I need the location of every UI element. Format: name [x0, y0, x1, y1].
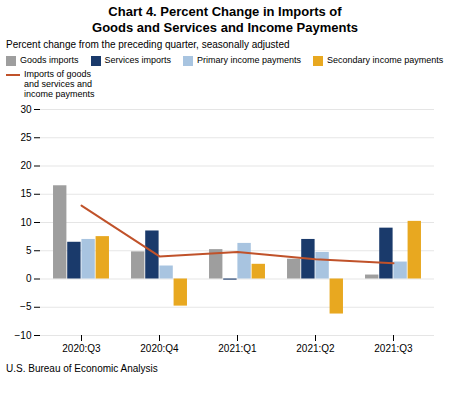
- svg-text:2021:Q3: 2021:Q3: [374, 343, 413, 354]
- svg-text:−10: −10: [15, 330, 32, 341]
- html-text:Goods imports: Goods imports: [20, 55, 79, 65]
- html-text:Secondary income payments: Secondary income payments: [327, 55, 444, 65]
- html-text:Services imports: Services imports: [104, 55, 171, 65]
- svg-text:0: 0: [26, 273, 32, 284]
- svg-text:20: 20: [20, 160, 32, 171]
- svg-text:15: 15: [20, 188, 32, 199]
- svg-text:30: 30: [20, 104, 32, 115]
- svg-text:2020:Q4: 2020:Q4: [140, 343, 179, 354]
- html-text:Percent change from the preced: Percent change from the preceding quarte…: [6, 39, 290, 50]
- svg-text:−5: −5: [20, 301, 32, 312]
- svg-text:2020:Q3: 2020:Q3: [62, 343, 101, 354]
- html-text:Imports of goods: Imports of goods: [24, 69, 91, 79]
- html-text:Goods and Services and Income: Goods and Services and Income Payments: [92, 20, 358, 35]
- html-text:and services and: and services and: [24, 79, 92, 89]
- svg-text:5: 5: [26, 245, 32, 256]
- html-text:U.S. Bureau of Economic Analys: U.S. Bureau of Economic Analysis: [6, 363, 158, 374]
- svg-text:2021:Q1: 2021:Q1: [218, 343, 257, 354]
- svg-text:2021:Q2: 2021:Q2: [296, 343, 335, 354]
- svg-text:25: 25: [20, 132, 32, 143]
- html-text:income payments: income payments: [24, 89, 95, 99]
- svg-text:10: 10: [20, 217, 32, 228]
- html-text:Chart 4. Percent Change in Imp: Chart 4. Percent Change in Imports of: [108, 4, 342, 19]
- html-text:Primary income payments: Primary income payments: [197, 55, 302, 65]
